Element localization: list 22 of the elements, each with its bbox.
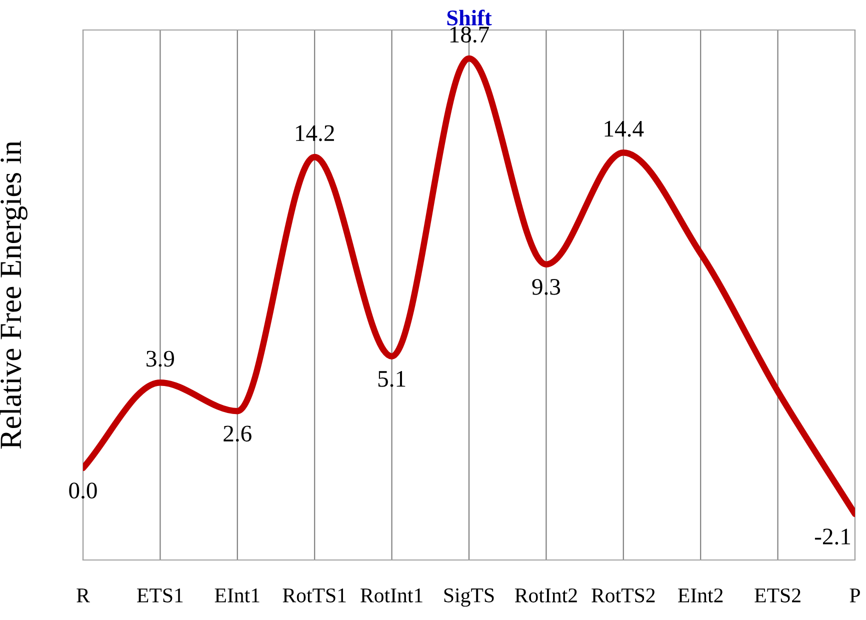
x-tick-label: EInt2 bbox=[678, 588, 723, 602]
x-tick-label: RotTS1 bbox=[282, 588, 346, 602]
y-axis-title: Relative Free Energies in bbox=[0, 140, 28, 449]
x-tick-label: RotInt2 bbox=[514, 588, 577, 602]
x-tick-label: RotTS2 bbox=[592, 588, 655, 602]
data-label: 14.4 bbox=[604, 120, 644, 137]
data-label: 2.6 bbox=[224, 426, 252, 442]
x-tick-label: P bbox=[850, 588, 860, 602]
data-label: 9.3 bbox=[532, 278, 560, 295]
x-tick-label: R bbox=[76, 588, 90, 602]
x-tick-label: RotInt1 bbox=[360, 588, 422, 602]
data-label: 5.1 bbox=[378, 371, 406, 387]
x-tick-label: SigTS bbox=[444, 588, 494, 607]
x-tick-label: ETS1 bbox=[137, 588, 183, 602]
data-label: 14.2 bbox=[296, 125, 334, 142]
data-label: 3.9 bbox=[146, 350, 174, 367]
x-tick-label: EInt1 bbox=[214, 588, 260, 602]
data-label: 18.7 bbox=[450, 26, 489, 43]
data-label: 0.0 bbox=[69, 482, 97, 499]
data-label: -2.1 bbox=[814, 528, 850, 545]
chart-title: Shift bbox=[447, 10, 492, 26]
x-tick-label: ETS2 bbox=[754, 588, 800, 602]
